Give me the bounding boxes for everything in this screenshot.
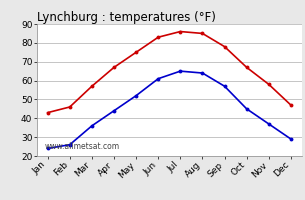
Text: www.allmetsat.com: www.allmetsat.com [45, 142, 120, 151]
Text: Lynchburg : temperatures (°F): Lynchburg : temperatures (°F) [37, 11, 215, 24]
